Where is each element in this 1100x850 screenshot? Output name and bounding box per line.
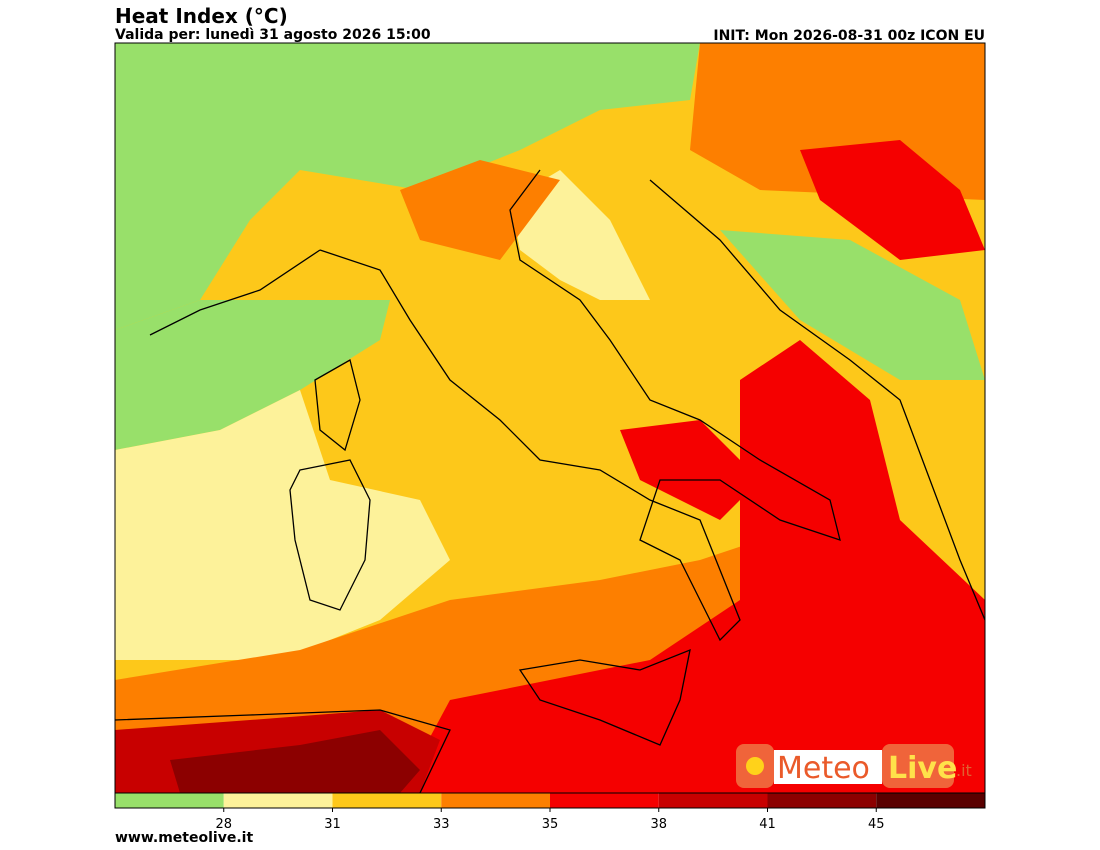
- sicily: [518, 648, 691, 746]
- init-info: INIT: Mon 2026-08-31 00z ICON EU: [713, 28, 985, 44]
- colorbar-tick-label: 38: [650, 817, 667, 832]
- zone: [620, 420, 760, 520]
- map: Meteo Live .it: [115, 43, 985, 793]
- colorbar-segment: [115, 793, 224, 808]
- zone: [800, 140, 985, 260]
- zone: [115, 390, 450, 660]
- corsica: [314, 359, 361, 452]
- logo: Meteo Live .it: [736, 744, 972, 788]
- zone: [115, 300, 390, 450]
- zone: [400, 160, 560, 260]
- zone: [510, 170, 650, 300]
- colorbar-tick-label: 28: [215, 817, 232, 832]
- logo-sun: [746, 757, 764, 775]
- zone: [400, 340, 985, 793]
- colorbar: 28 31 33 35 38 41 45: [114, 792, 986, 832]
- balkan-coast: [649, 179, 985, 621]
- footer-url: www.meteolive.it: [115, 830, 253, 846]
- colorbar-tick-label: 33: [433, 817, 450, 832]
- logo-text: .it: [956, 761, 972, 780]
- colorbar-segment: [223, 793, 333, 808]
- colorbar-tick-label: 45: [868, 817, 885, 832]
- colorbar-segment: [441, 793, 550, 808]
- colorbar-tick-label: 41: [759, 817, 776, 832]
- logo-text: Live: [888, 751, 957, 786]
- colorbar-segment: [550, 793, 659, 808]
- colorbar-segment: [658, 793, 768, 808]
- colorbar-segment: [876, 793, 985, 808]
- subtitle: Valida per: lunedì 31 agosto 2026 15:00: [115, 27, 431, 43]
- logo-box: [774, 750, 882, 784]
- title: Heat Index (°C): [115, 4, 288, 28]
- zone: [170, 730, 420, 793]
- coastline: [149, 169, 841, 642]
- logo-box: [882, 744, 954, 788]
- colorbar-tick-label: 35: [542, 817, 559, 832]
- africa-coast: [115, 709, 451, 793]
- colorbar-segment: [767, 793, 877, 808]
- zone: [115, 43, 700, 330]
- sardinia: [289, 459, 371, 611]
- logo-text: Meteo: [777, 751, 870, 786]
- colorbar-tick-label: 31: [324, 817, 341, 832]
- colorbar-segment: [332, 793, 442, 808]
- zone: [720, 230, 985, 380]
